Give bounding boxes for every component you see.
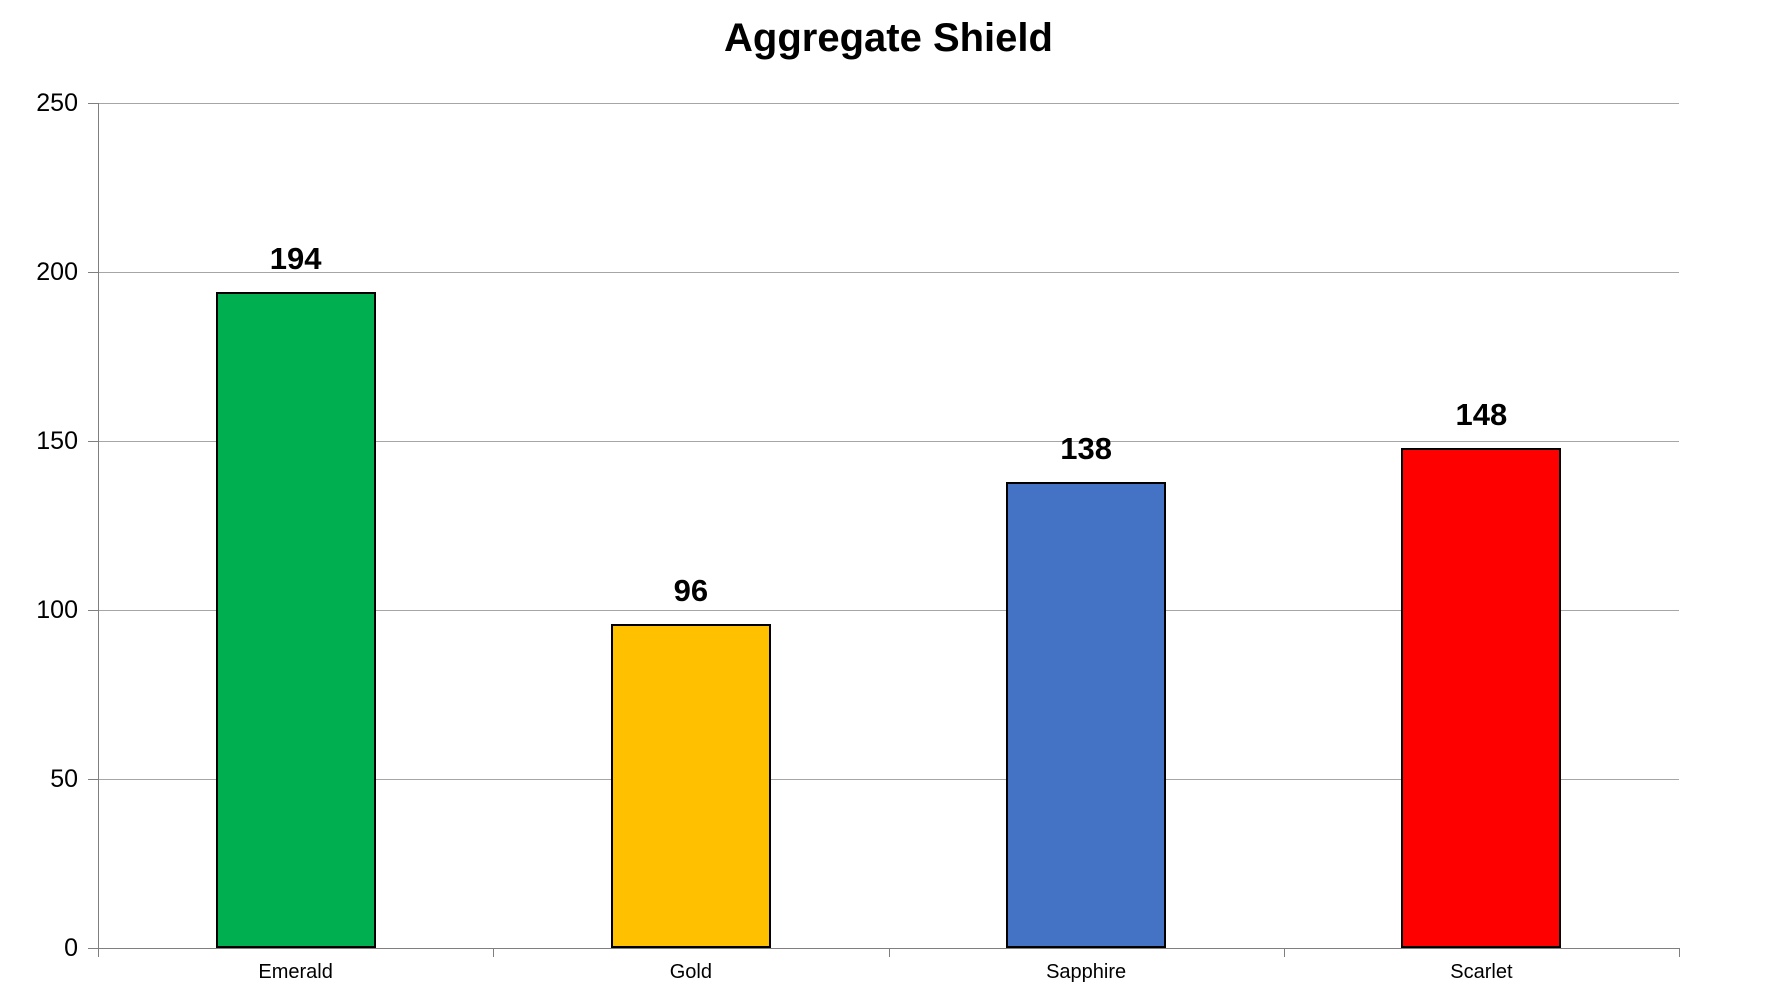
x-category-label: Sapphire — [1046, 961, 1127, 983]
gridline — [98, 441, 1679, 442]
x-tick-mark — [493, 948, 495, 957]
y-tick-label: 250 — [36, 89, 78, 117]
y-tick-label: 0 — [64, 934, 78, 962]
y-tick-label: 150 — [36, 427, 78, 455]
y-axis-line — [98, 103, 99, 948]
gridline — [98, 610, 1679, 611]
y-tick-label: 200 — [36, 258, 78, 286]
y-tick-mark — [88, 610, 98, 611]
bar-value-label: 138 — [1060, 430, 1112, 466]
bar-emerald — [215, 292, 376, 948]
y-tick-label: 100 — [36, 596, 78, 624]
bar-scarlet — [1401, 447, 1562, 948]
gridline — [98, 779, 1679, 780]
bar-sapphire — [1006, 481, 1167, 948]
x-tick-mark — [98, 948, 99, 957]
x-tick-mark — [888, 948, 890, 957]
x-category-label: Gold — [669, 961, 712, 983]
y-tick-mark — [88, 103, 98, 104]
bar-value-label: 194 — [269, 241, 322, 277]
y-tick-mark — [88, 441, 98, 442]
chart-title: Aggregate Shield — [724, 16, 1053, 60]
y-tick-mark — [88, 779, 98, 780]
x-category-label: Scarlet — [1450, 961, 1513, 983]
bar-value-label: 148 — [1455, 396, 1508, 432]
y-tick-mark — [88, 272, 98, 273]
x-tick-mark — [1679, 948, 1680, 957]
bar-gold — [610, 623, 771, 948]
x-category-label: Emerald — [258, 961, 333, 983]
gridline — [98, 103, 1679, 104]
bar-value-label: 96 — [673, 572, 709, 608]
x-tick-mark — [1283, 948, 1285, 957]
y-tick-mark — [88, 948, 98, 949]
gridline — [98, 272, 1679, 273]
y-tick-label: 50 — [50, 765, 78, 793]
